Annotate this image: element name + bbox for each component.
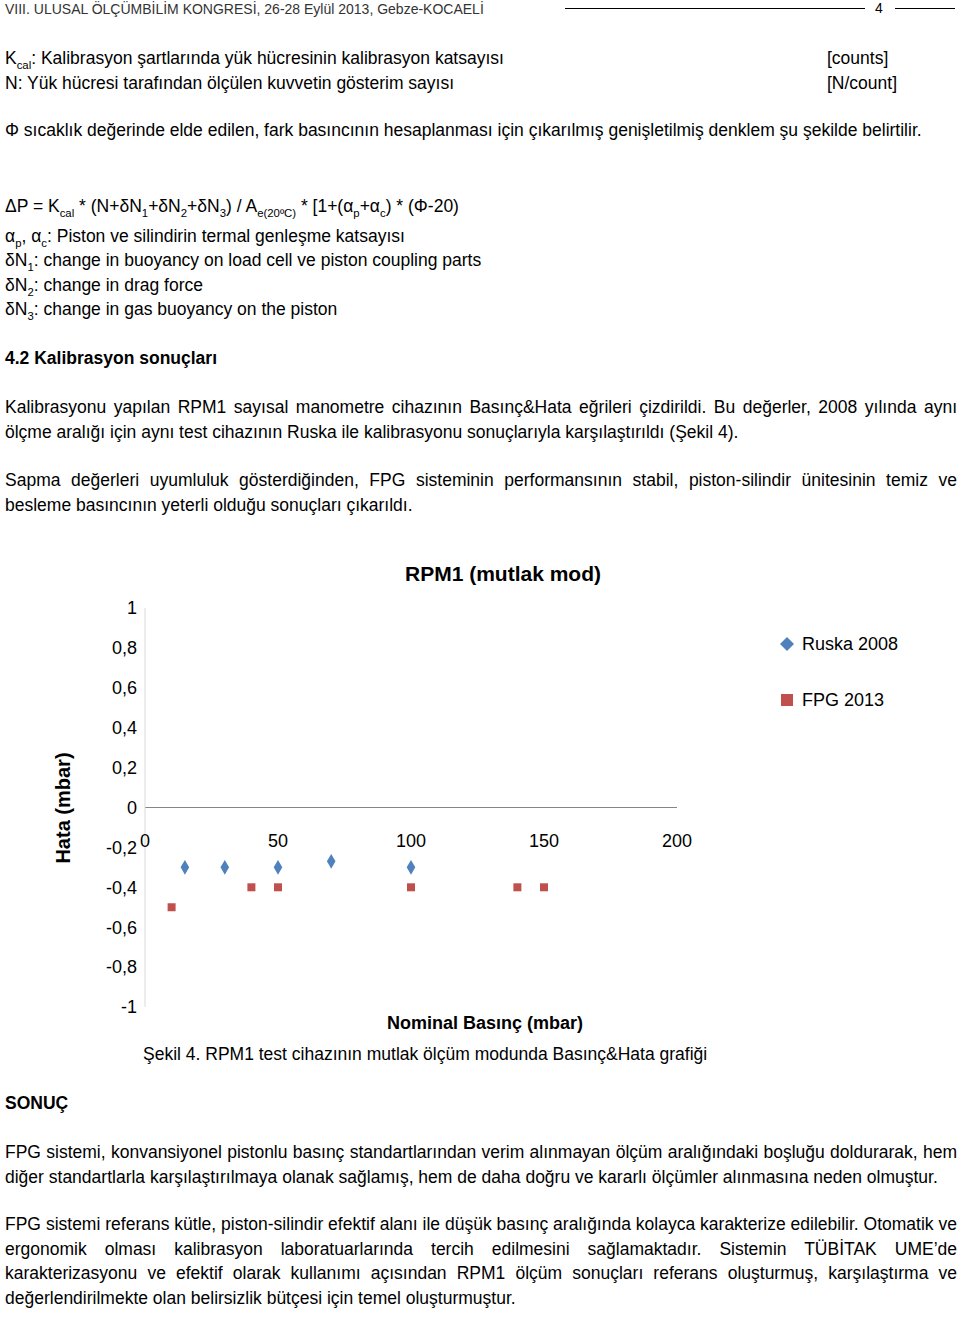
svg-text:200: 200	[662, 831, 692, 851]
html-text:4: 4	[875, 0, 883, 16]
html-text:ΔP = Kcal* (N+δN1+δN2+δN3) / A: ΔP = Kcal* (N+δN1+δN2+δN3) / Ae(20ºC)* […	[5, 196, 459, 219]
html-text:Sapma değerleri uyumluluk göst: Sapma değerleri uyumluluk gösterdiğinden…	[5, 470, 957, 515]
html-text:FPG 2013: FPG 2013	[802, 689, 884, 710]
html-text:4.2 Kalibrasyon sonuçları: 4.2 Kalibrasyon sonuçları	[5, 348, 217, 368]
svg-text:100: 100	[396, 831, 426, 851]
svg-text:-0,8: -0,8	[106, 957, 137, 977]
html-text:Φ sıcaklık değerinde elde edil: Φ sıcaklık değerinde elde edilen, fark b…	[5, 120, 922, 140]
svg-text:-1: -1	[121, 997, 137, 1017]
html-text:FPG sistemi referans kütle, pi: FPG sistemi referans kütle, piston-silin…	[5, 1214, 957, 1308]
html-text:Ruska 2008: Ruska 2008	[802, 633, 899, 654]
html-text:δN1: change in buoyancy on loa: δN1: change in buoyancy on load cell ve …	[5, 250, 482, 273]
html-text:Nominal Basınç (mbar): Nominal Basınç (mbar)	[387, 1013, 583, 1033]
svg-text:-0,4: -0,4	[106, 878, 137, 898]
html-text:Kalibrasyonu yapılan RPM1 sayı: Kalibrasyonu yapılan RPM1 sayısal manome…	[5, 397, 957, 442]
html-text:VIII. ULUSAL ÖLÇÜMBİLİM KONGRE: VIII. ULUSAL ÖLÇÜMBİLİM KONGRESİ, 26-28 …	[5, 1, 484, 17]
html-text:δN3: change in gas buoyancy on: δN3: change in gas buoyancy on the pisto…	[5, 298, 338, 322]
svg-text:-0,2: -0,2	[106, 838, 137, 858]
html-text:[counts]: [counts]	[827, 48, 889, 68]
svg-text:150: 150	[529, 831, 559, 851]
html-text:Hata (mbar): Hata (mbar)	[51, 752, 74, 864]
html-text:δN2: change in drag force: δN2: change in drag force	[5, 274, 203, 298]
html-text:αp, αc: Piston ve silindirin t: αp, αc: Piston ve silindirin termal genl…	[5, 226, 405, 249]
html-text:Kcal: Kalibrasyon şartlarında: Kcal: Kalibrasyon şartlarında yük hücres…	[5, 48, 504, 71]
html-text:RPM1 (mutlak mod): RPM1 (mutlak mod)	[405, 562, 601, 585]
svg-text:0: 0	[127, 798, 137, 818]
svg-text:50: 50	[268, 831, 288, 851]
svg-text:-0,6: -0,6	[106, 918, 137, 938]
svg-text:1: 1	[127, 598, 137, 618]
html-text:N: Yük hücresi tarafından ölçü: N: Yük hücresi tarafından ölçülen kuvvet…	[5, 72, 455, 93]
html-text:[N/count]: [N/count]	[827, 72, 897, 93]
html-text:SONUÇ: SONUÇ	[5, 1093, 69, 1113]
svg-text:0,6: 0,6	[112, 678, 137, 698]
svg-text:0: 0	[140, 831, 150, 851]
svg-text:0,4: 0,4	[112, 718, 137, 738]
svg-text:0,2: 0,2	[112, 758, 137, 778]
html-text:FPG sistemi, konvansiyonel pis: FPG sistemi, konvansiyonel pistonlu bası…	[5, 1142, 957, 1187]
html-text:Şekil 4. RPM1 test cihazının m: Şekil 4. RPM1 test cihazının mutlak ölçü…	[143, 1044, 708, 1064]
svg-text:0,8: 0,8	[112, 638, 137, 658]
